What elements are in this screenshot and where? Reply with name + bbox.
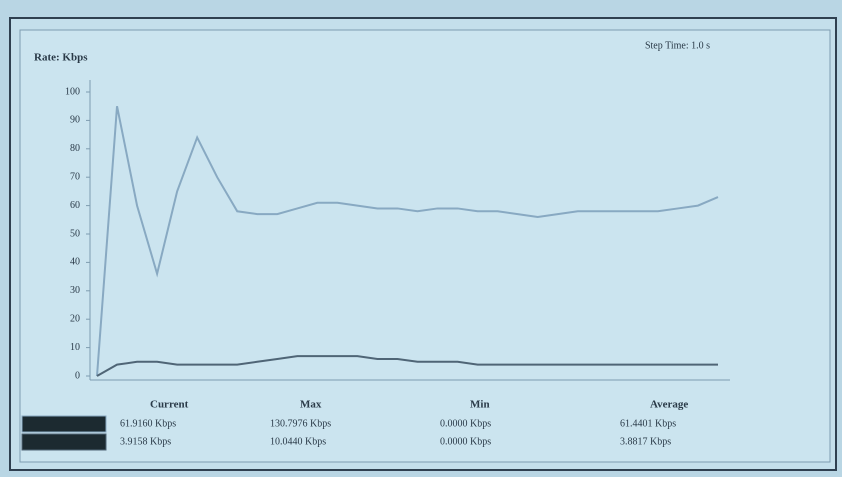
- y-tick-label: 20: [70, 313, 80, 324]
- y-tick-label: 100: [65, 86, 80, 97]
- y-tick-label: 0: [75, 370, 80, 381]
- table-cell: 130.7976 Kbps: [270, 418, 331, 429]
- table-cell: 3.9158 Kbps: [120, 436, 171, 447]
- column-header: Min: [470, 399, 490, 411]
- table-cell: 0.0000 Kbps: [440, 436, 491, 447]
- column-header: Current: [150, 399, 189, 411]
- monitor-window: Rate: Kbps Step Time: 1.0 s 0 10 20 30 40 50 6…: [0, 0, 842, 472]
- table-cell: 61.9160 Kbps: [120, 418, 176, 429]
- table-cell: 10.0440 Kbps: [270, 436, 326, 447]
- column-header: Average: [650, 399, 688, 411]
- column-header: Max: [300, 399, 322, 411]
- y-tick-label: 10: [70, 342, 80, 353]
- table-cell: 0.0000 Kbps: [440, 418, 491, 429]
- y-tick-label: 80: [70, 143, 80, 154]
- table-cell: 3.8817 Kbps: [620, 436, 671, 447]
- legend-swatch: [22, 416, 106, 432]
- y-tick-label: 60: [70, 200, 80, 211]
- y-tick-label: 90: [70, 115, 80, 126]
- table-cell: 61.4401 Kbps: [620, 418, 676, 429]
- chart-title: Rate: Kbps: [34, 52, 88, 64]
- legend-swatch: [22, 434, 106, 450]
- y-tick-label: 30: [70, 285, 80, 296]
- y-tick-label: 40: [70, 257, 80, 268]
- panel: [20, 30, 830, 462]
- chart-subtitle: Step Time: 1.0 s: [645, 40, 710, 51]
- y-tick-label: 50: [70, 228, 80, 239]
- y-tick-label: 70: [70, 171, 80, 182]
